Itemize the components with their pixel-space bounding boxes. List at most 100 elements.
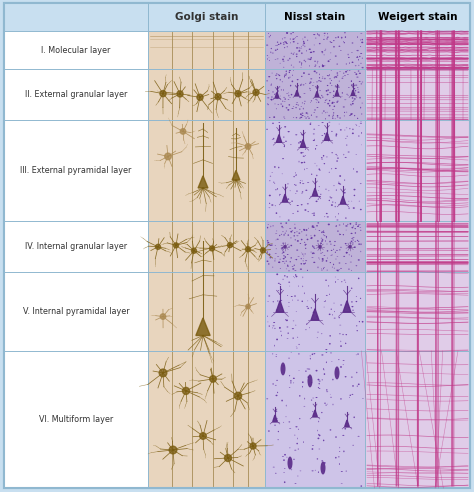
Ellipse shape <box>329 294 330 295</box>
Polygon shape <box>273 415 277 422</box>
Ellipse shape <box>301 258 302 259</box>
Ellipse shape <box>354 416 355 418</box>
Ellipse shape <box>346 127 347 128</box>
Ellipse shape <box>307 308 309 309</box>
Ellipse shape <box>285 319 286 320</box>
Ellipse shape <box>340 268 342 269</box>
Ellipse shape <box>329 241 331 243</box>
Ellipse shape <box>305 148 306 150</box>
Ellipse shape <box>339 71 341 72</box>
Ellipse shape <box>279 327 281 329</box>
Ellipse shape <box>323 439 324 441</box>
Ellipse shape <box>342 334 344 335</box>
Ellipse shape <box>328 190 329 191</box>
Ellipse shape <box>329 196 331 197</box>
Ellipse shape <box>319 196 321 197</box>
Ellipse shape <box>331 204 333 206</box>
Ellipse shape <box>337 155 338 156</box>
Ellipse shape <box>296 249 298 251</box>
Ellipse shape <box>344 32 346 33</box>
Ellipse shape <box>275 45 276 46</box>
Ellipse shape <box>275 189 277 190</box>
Ellipse shape <box>322 65 324 67</box>
Bar <box>265 3 365 31</box>
Ellipse shape <box>308 211 309 212</box>
Ellipse shape <box>284 481 285 483</box>
Ellipse shape <box>276 380 278 381</box>
Ellipse shape <box>326 156 328 157</box>
Ellipse shape <box>317 430 318 431</box>
Ellipse shape <box>307 39 308 41</box>
Ellipse shape <box>301 134 303 135</box>
Ellipse shape <box>283 460 285 461</box>
Ellipse shape <box>277 49 278 50</box>
Ellipse shape <box>275 233 276 234</box>
Ellipse shape <box>355 228 356 229</box>
Ellipse shape <box>300 117 302 118</box>
Ellipse shape <box>312 246 313 247</box>
Ellipse shape <box>335 436 337 438</box>
Ellipse shape <box>323 65 326 66</box>
Ellipse shape <box>294 95 295 96</box>
Ellipse shape <box>266 399 268 400</box>
Ellipse shape <box>303 41 304 42</box>
Ellipse shape <box>293 69 294 71</box>
Ellipse shape <box>279 194 281 195</box>
Ellipse shape <box>267 315 268 317</box>
Ellipse shape <box>281 400 283 401</box>
Ellipse shape <box>343 360 345 361</box>
Ellipse shape <box>316 405 317 406</box>
Ellipse shape <box>345 157 346 158</box>
Ellipse shape <box>340 234 341 235</box>
Ellipse shape <box>337 230 339 232</box>
Ellipse shape <box>286 32 287 33</box>
Ellipse shape <box>321 122 324 123</box>
Ellipse shape <box>332 109 334 110</box>
Ellipse shape <box>337 86 338 87</box>
Ellipse shape <box>356 325 357 327</box>
Ellipse shape <box>357 50 359 51</box>
Ellipse shape <box>299 96 301 98</box>
Ellipse shape <box>359 56 361 57</box>
Ellipse shape <box>276 239 279 240</box>
Ellipse shape <box>296 56 297 57</box>
Ellipse shape <box>312 411 313 412</box>
Ellipse shape <box>320 461 326 474</box>
Ellipse shape <box>351 52 353 53</box>
Ellipse shape <box>350 104 351 105</box>
Ellipse shape <box>292 201 293 202</box>
Ellipse shape <box>356 50 357 51</box>
Ellipse shape <box>293 382 294 383</box>
Ellipse shape <box>313 129 315 130</box>
Ellipse shape <box>309 83 310 84</box>
Ellipse shape <box>306 50 307 52</box>
Ellipse shape <box>307 182 309 183</box>
Ellipse shape <box>310 102 311 103</box>
Ellipse shape <box>322 252 323 253</box>
Ellipse shape <box>349 397 350 398</box>
Ellipse shape <box>284 37 286 38</box>
Ellipse shape <box>308 376 309 378</box>
Ellipse shape <box>340 50 342 51</box>
Ellipse shape <box>313 51 315 52</box>
Ellipse shape <box>307 239 309 240</box>
Bar <box>265 69 365 120</box>
Ellipse shape <box>292 300 293 301</box>
Ellipse shape <box>319 77 320 78</box>
Ellipse shape <box>327 250 328 251</box>
Ellipse shape <box>337 157 339 159</box>
Ellipse shape <box>294 483 296 484</box>
Circle shape <box>234 392 242 400</box>
Ellipse shape <box>311 257 313 258</box>
Ellipse shape <box>272 267 273 268</box>
Ellipse shape <box>354 98 356 100</box>
Ellipse shape <box>326 352 327 353</box>
Ellipse shape <box>286 70 287 72</box>
Ellipse shape <box>285 141 287 142</box>
Ellipse shape <box>362 321 364 323</box>
Ellipse shape <box>352 240 354 241</box>
Ellipse shape <box>351 376 353 378</box>
Ellipse shape <box>326 404 327 406</box>
Ellipse shape <box>316 117 318 118</box>
Ellipse shape <box>296 443 298 444</box>
